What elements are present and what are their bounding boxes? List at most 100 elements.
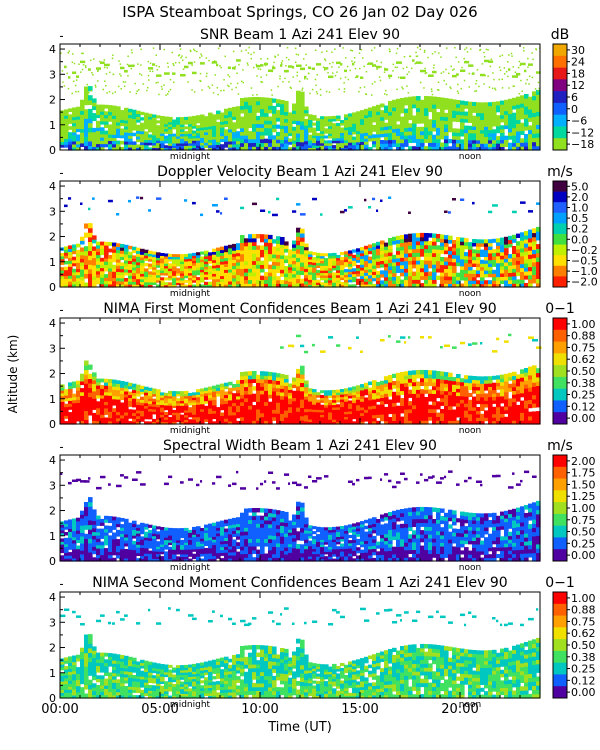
heatmap-cell	[228, 140, 233, 145]
heatmap-cell	[216, 256, 221, 260]
heatmap-cell	[176, 143, 181, 146]
heatmap-cell	[272, 98, 277, 103]
heatmap-cell	[132, 275, 137, 279]
heatmap-cell	[472, 273, 477, 278]
heatmap-cell	[324, 118, 329, 122]
heatmap-cell	[192, 145, 197, 149]
heatmap-cell	[256, 252, 261, 258]
heatmap-cell	[176, 135, 181, 139]
heatmap-cell	[368, 393, 373, 398]
heatmap-cell	[184, 419, 189, 423]
heatmap-cell	[360, 284, 365, 288]
heatmap-cell	[460, 118, 465, 123]
heatmap-cell	[196, 421, 201, 425]
heatmap-cell	[264, 375, 269, 380]
heatmap-cell	[308, 122, 313, 126]
heatmap-cell	[228, 390, 233, 395]
heatmap-cell	[109, 71, 111, 74]
heatmap-cell	[324, 59, 327, 62]
heatmap-cell	[368, 147, 373, 151]
heatmap-cell	[132, 124, 137, 128]
heatmap-cell	[268, 268, 273, 273]
heatmap-cell	[352, 413, 357, 417]
heatmap-cell	[508, 54, 510, 56]
heatmap-cell	[352, 389, 357, 393]
heatmap-cell	[100, 130, 105, 135]
heatmap-cell	[232, 110, 237, 114]
heatmap-cell	[212, 122, 217, 126]
heatmap-cell	[260, 64, 264, 67]
heatmap-cell	[352, 123, 357, 127]
heatmap-cell	[220, 421, 225, 425]
heatmap-cell	[92, 390, 97, 396]
heatmap-cell	[503, 67, 506, 69]
heatmap-cell	[508, 124, 513, 129]
heatmap-cell	[96, 401, 101, 406]
heatmap-cell	[416, 134, 421, 140]
heatmap-cell	[328, 419, 333, 423]
heatmap-cell	[188, 267, 193, 271]
heatmap-cell	[424, 134, 429, 140]
heatmap-cell	[216, 281, 221, 285]
heatmap-cell	[460, 276, 465, 281]
heatmap-cell	[272, 272, 277, 277]
heatmap-cell	[240, 98, 245, 103]
heatmap-cell	[72, 262, 77, 267]
heatmap-cell	[332, 128, 337, 132]
heatmap-cell	[344, 269, 349, 273]
heatmap-cell	[427, 56, 429, 59]
heatmap-cell	[156, 399, 161, 403]
heatmap-cell	[136, 384, 141, 389]
heatmap-cell	[80, 142, 85, 147]
heatmap-cell	[296, 231, 301, 237]
heatmap-cell	[316, 257, 321, 261]
heatmap-cell	[219, 65, 221, 67]
heatmap-cell	[308, 116, 313, 120]
heatmap-cell	[412, 264, 417, 269]
heatmap-cell	[100, 146, 105, 151]
heatmap-cell	[516, 119, 521, 124]
heatmap-cell	[188, 272, 193, 276]
heatmap-cell	[182, 59, 184, 62]
heatmap-cell	[476, 105, 481, 110]
heatmap-cell	[296, 368, 301, 374]
heatmap-cell	[180, 74, 186, 77]
heatmap-cell	[404, 279, 409, 284]
heatmap-cell	[116, 383, 121, 388]
heatmap-cell	[372, 408, 377, 412]
heatmap-cell	[324, 116, 329, 120]
heatmap-cell	[144, 139, 149, 143]
heatmap-cell	[240, 279, 245, 284]
heatmap-cell	[88, 118, 93, 124]
heatmap-cell	[164, 140, 169, 144]
heatmap-cell	[292, 277, 297, 281]
heatmap-cell	[452, 75, 455, 77]
heatmap-cell	[424, 248, 429, 253]
heatmap-cell	[160, 402, 165, 406]
heatmap-cell	[483, 56, 486, 58]
heatmap-cell	[182, 68, 185, 70]
heatmap-cell	[104, 391, 109, 396]
heatmap-cell	[328, 123, 333, 127]
heatmap-cell	[386, 93, 388, 96]
heatmap-cell	[147, 86, 149, 89]
heatmap-cell	[256, 256, 261, 262]
heatmap-cell	[452, 243, 457, 248]
heatmap-cell	[372, 252, 377, 257]
heatmap-cell	[193, 61, 196, 63]
heatmap-cell	[224, 272, 229, 276]
heatmap-cell	[100, 283, 105, 288]
heatmap-cell	[220, 126, 225, 131]
heatmap-cell	[396, 109, 401, 115]
heatmap-cell	[132, 246, 137, 251]
heatmap-cell	[164, 126, 169, 130]
heatmap-cell	[92, 379, 97, 385]
heatmap-cell	[92, 113, 97, 118]
heatmap-cell	[344, 144, 349, 149]
heatmap-cell	[172, 400, 177, 404]
heatmap-cell	[108, 398, 113, 403]
heatmap-cell	[224, 278, 229, 282]
heatmap-cell	[204, 268, 209, 272]
heatmap-cell	[136, 401, 141, 405]
heatmap-cell	[240, 246, 245, 251]
